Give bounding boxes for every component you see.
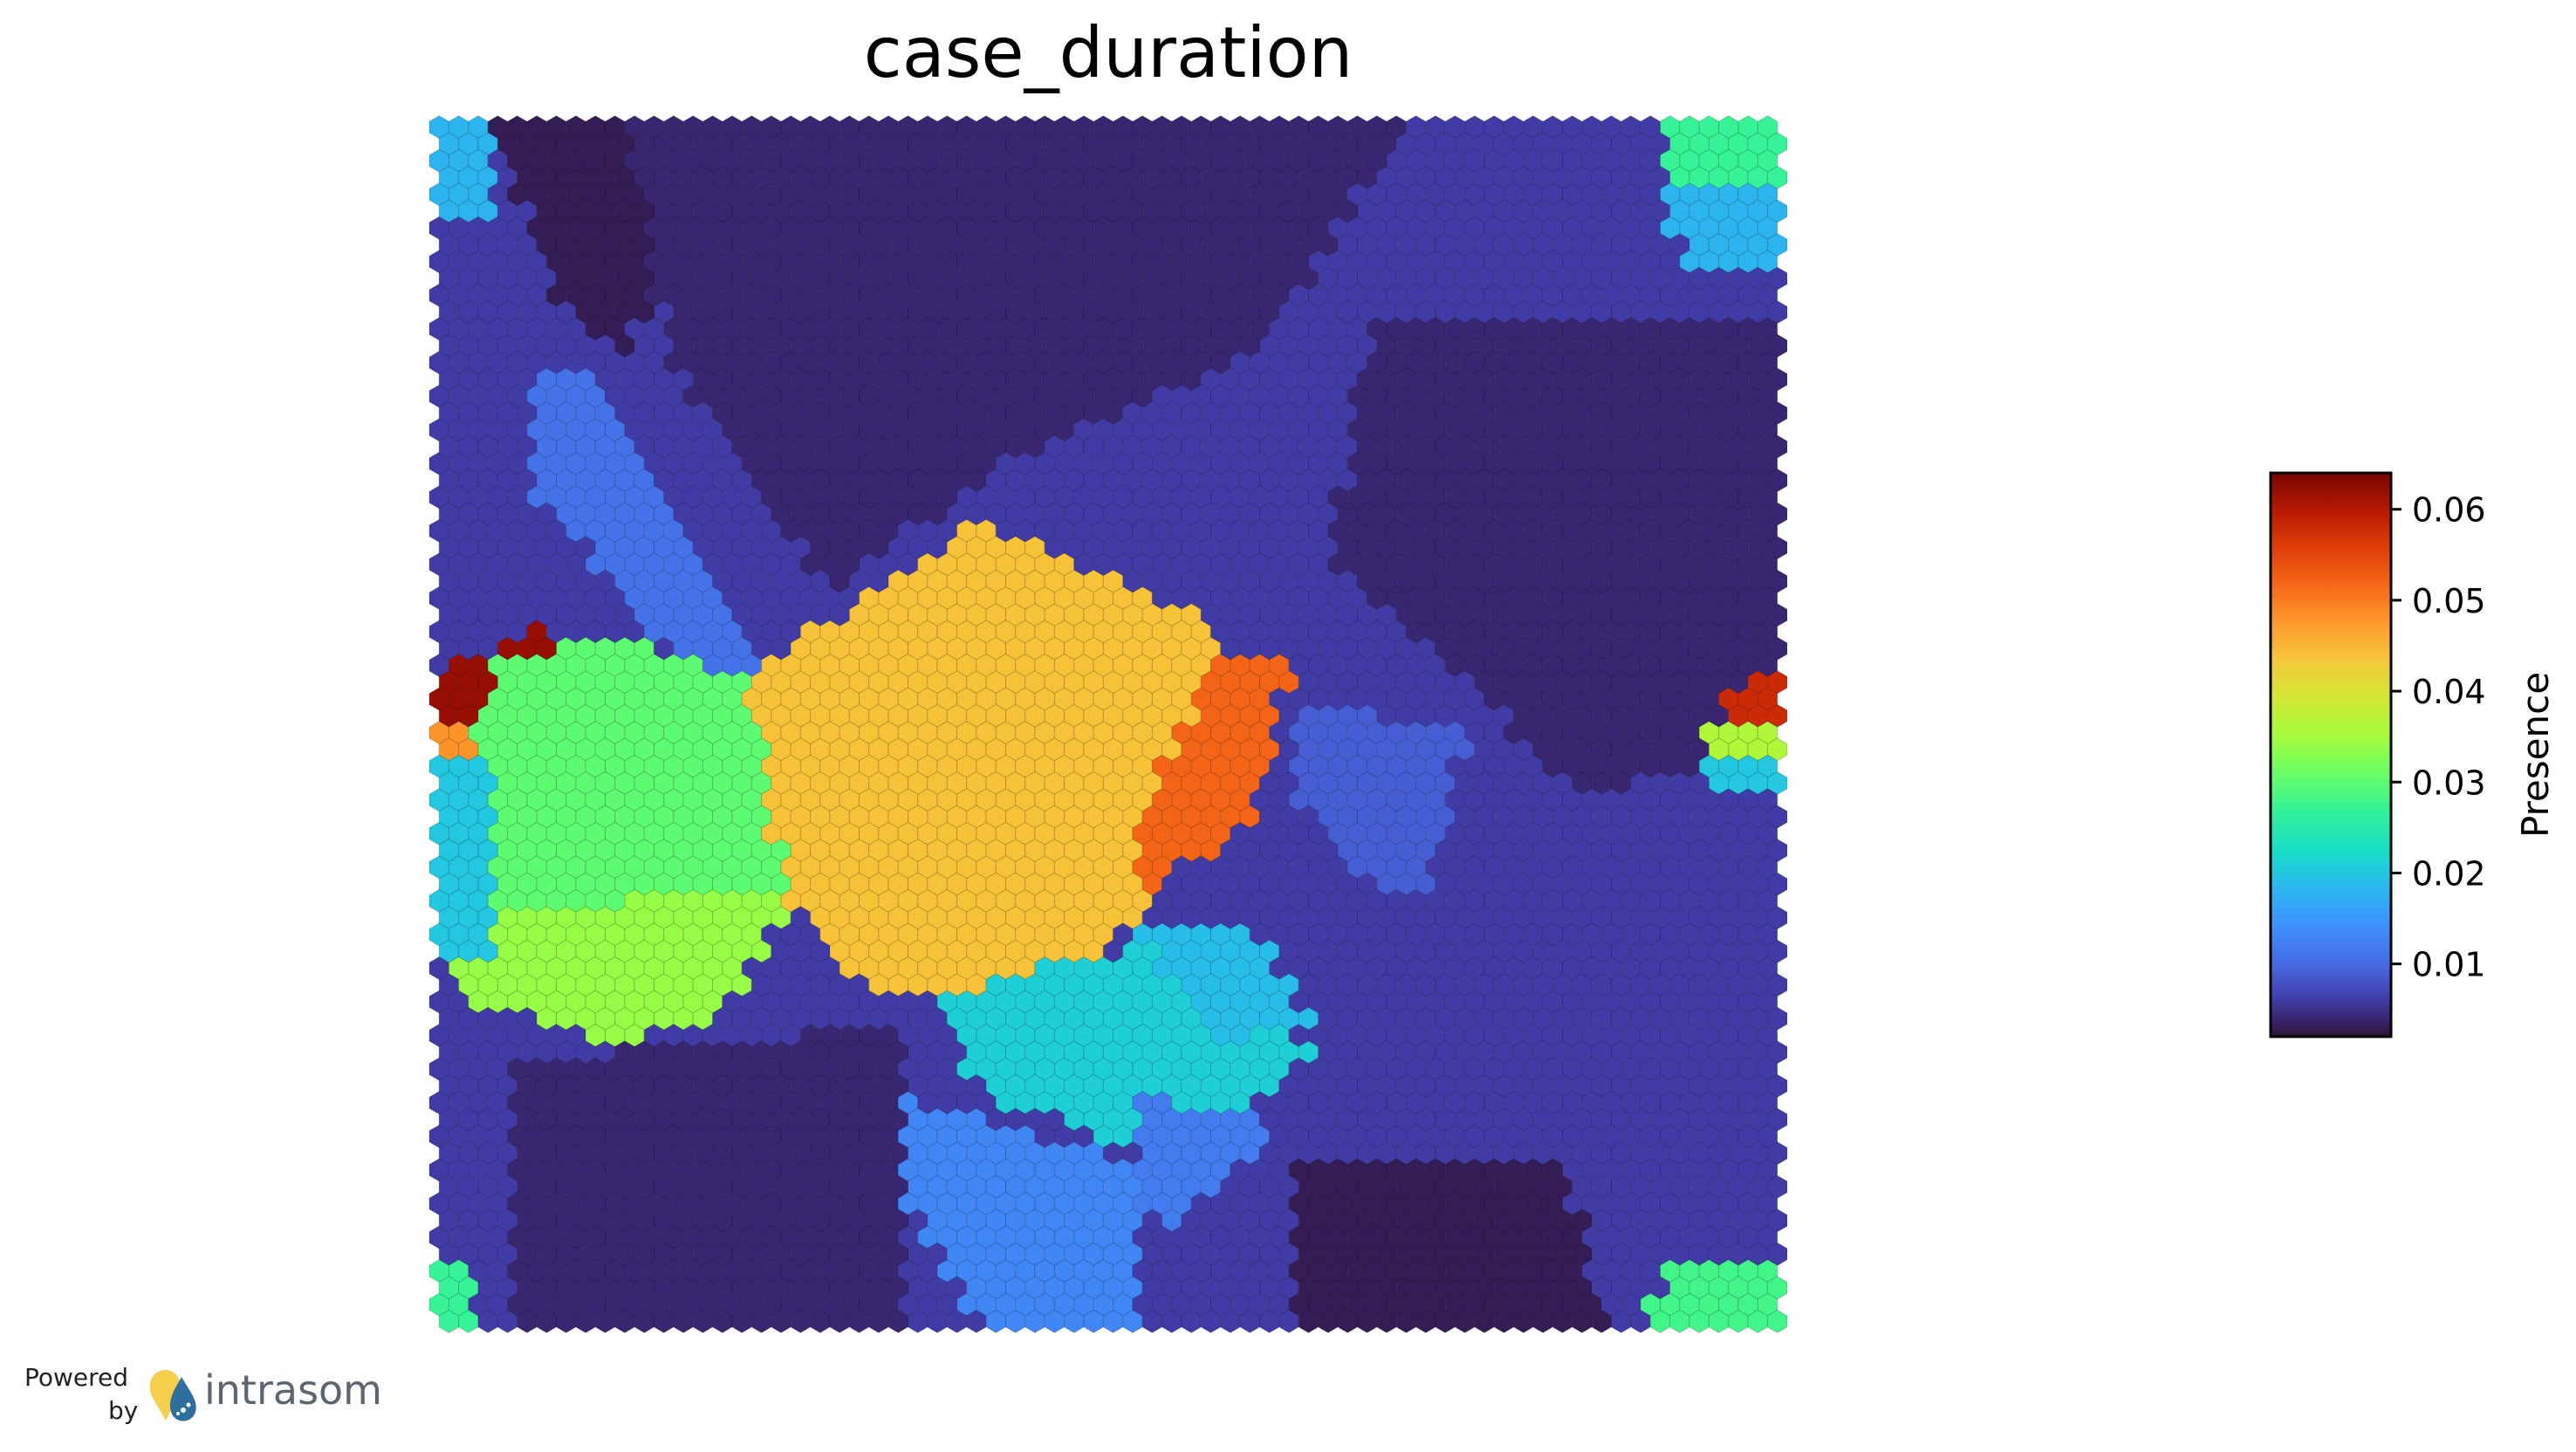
colorbar-label: Presence — [2514, 672, 2557, 838]
colorbar-ticks: 0.01 0.02 0.03 0.04 0.05 0.06 — [2391, 491, 2486, 984]
colorbar-tick-label: 0.06 — [2412, 491, 2486, 530]
colorbar-tick-label: 0.01 — [2412, 946, 2486, 984]
chart-title: case_duration — [863, 12, 1353, 93]
colorbar-rect — [2269, 471, 2393, 1038]
colorbar-tick-label: 0.03 — [2412, 764, 2486, 802]
intrasom-logo-icon — [149, 1370, 196, 1421]
brand-text: intrasom — [204, 1366, 382, 1414]
powered-text: Powered — [24, 1363, 129, 1392]
colorbar-tick-label: 0.05 — [2412, 582, 2486, 620]
by-text: by — [108, 1396, 139, 1425]
som-hex-map — [428, 115, 1788, 1333]
colorbar-tick-label: 0.02 — [2412, 854, 2486, 893]
powered-by-logo: Powered by intrasom — [24, 1361, 391, 1431]
colorbar-tick-label: 0.04 — [2412, 673, 2486, 711]
